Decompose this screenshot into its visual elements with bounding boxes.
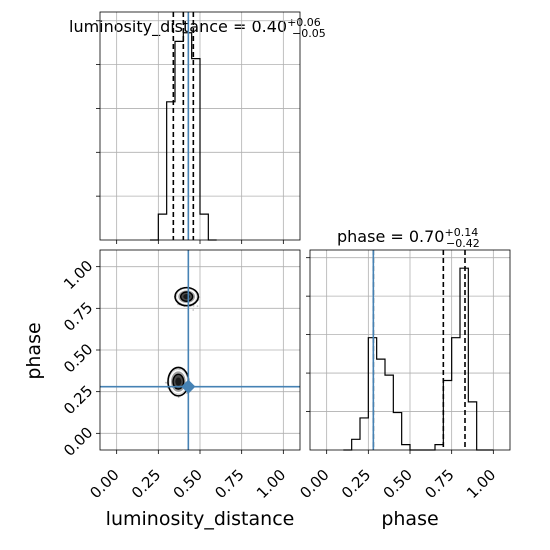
- sample-point: [192, 304, 195, 307]
- x-tick-label: 0.25: [128, 466, 164, 502]
- lumdist-histogram-panel: [96, 11, 301, 244]
- contour-line: [172, 373, 185, 390]
- x-tick-label: 0.25: [338, 466, 374, 502]
- x-axis-label-phase: phase: [381, 508, 438, 530]
- x-tick-label: 0.75: [211, 466, 247, 502]
- y-tick-label: 0.25: [60, 382, 96, 418]
- x-tick-label: 0.50: [170, 466, 206, 502]
- panel-frame: [309, 249, 511, 451]
- panel-frame: [99, 11, 301, 241]
- density-fill: [175, 377, 182, 386]
- y-tick-label: 0.00: [60, 423, 96, 459]
- sample-point: [164, 381, 167, 384]
- x-tick-label: 1.00: [253, 466, 289, 502]
- x-tick-label: 0.00: [296, 466, 332, 502]
- phase-histogram-panel: 0.00 0.25 0.50 0.75 1.00: [296, 249, 511, 502]
- sample-point: [177, 396, 180, 399]
- sample-point: [192, 309, 195, 311]
- x-tick-label: 0.50: [380, 466, 416, 502]
- panel-frame: [99, 249, 301, 451]
- x-tick-label: 1.00: [463, 466, 499, 502]
- contour-line: [174, 286, 200, 307]
- contour-line: [176, 288, 197, 305]
- y-tick-label: 1.00: [60, 257, 96, 293]
- histogram-step: [343, 267, 494, 451]
- lumdist-title: luminosity_distance = 0.40+0.06: [69, 16, 321, 37]
- phase-title-sub: −0.42: [446, 237, 480, 250]
- lumdist-title-sub: −0.05: [292, 27, 326, 40]
- contour-line: [179, 291, 194, 303]
- phase-title: phase = 0.70+0.14: [337, 226, 478, 246]
- y-tick-label: 0.75: [60, 298, 96, 334]
- truth-marker: [181, 379, 196, 394]
- joint-contour-panel: 0.000.000.250.250.500.500.750.751.001.00: [60, 249, 301, 502]
- y-axis-label-phase: phase: [23, 322, 45, 379]
- x-tick-label: 0.00: [86, 466, 122, 502]
- x-tick-label: 0.75: [421, 466, 457, 502]
- sample-point: [196, 305, 199, 308]
- x-axis-label-lumdist: luminosity_distance: [106, 508, 295, 530]
- y-tick-label: 0.50: [60, 340, 96, 376]
